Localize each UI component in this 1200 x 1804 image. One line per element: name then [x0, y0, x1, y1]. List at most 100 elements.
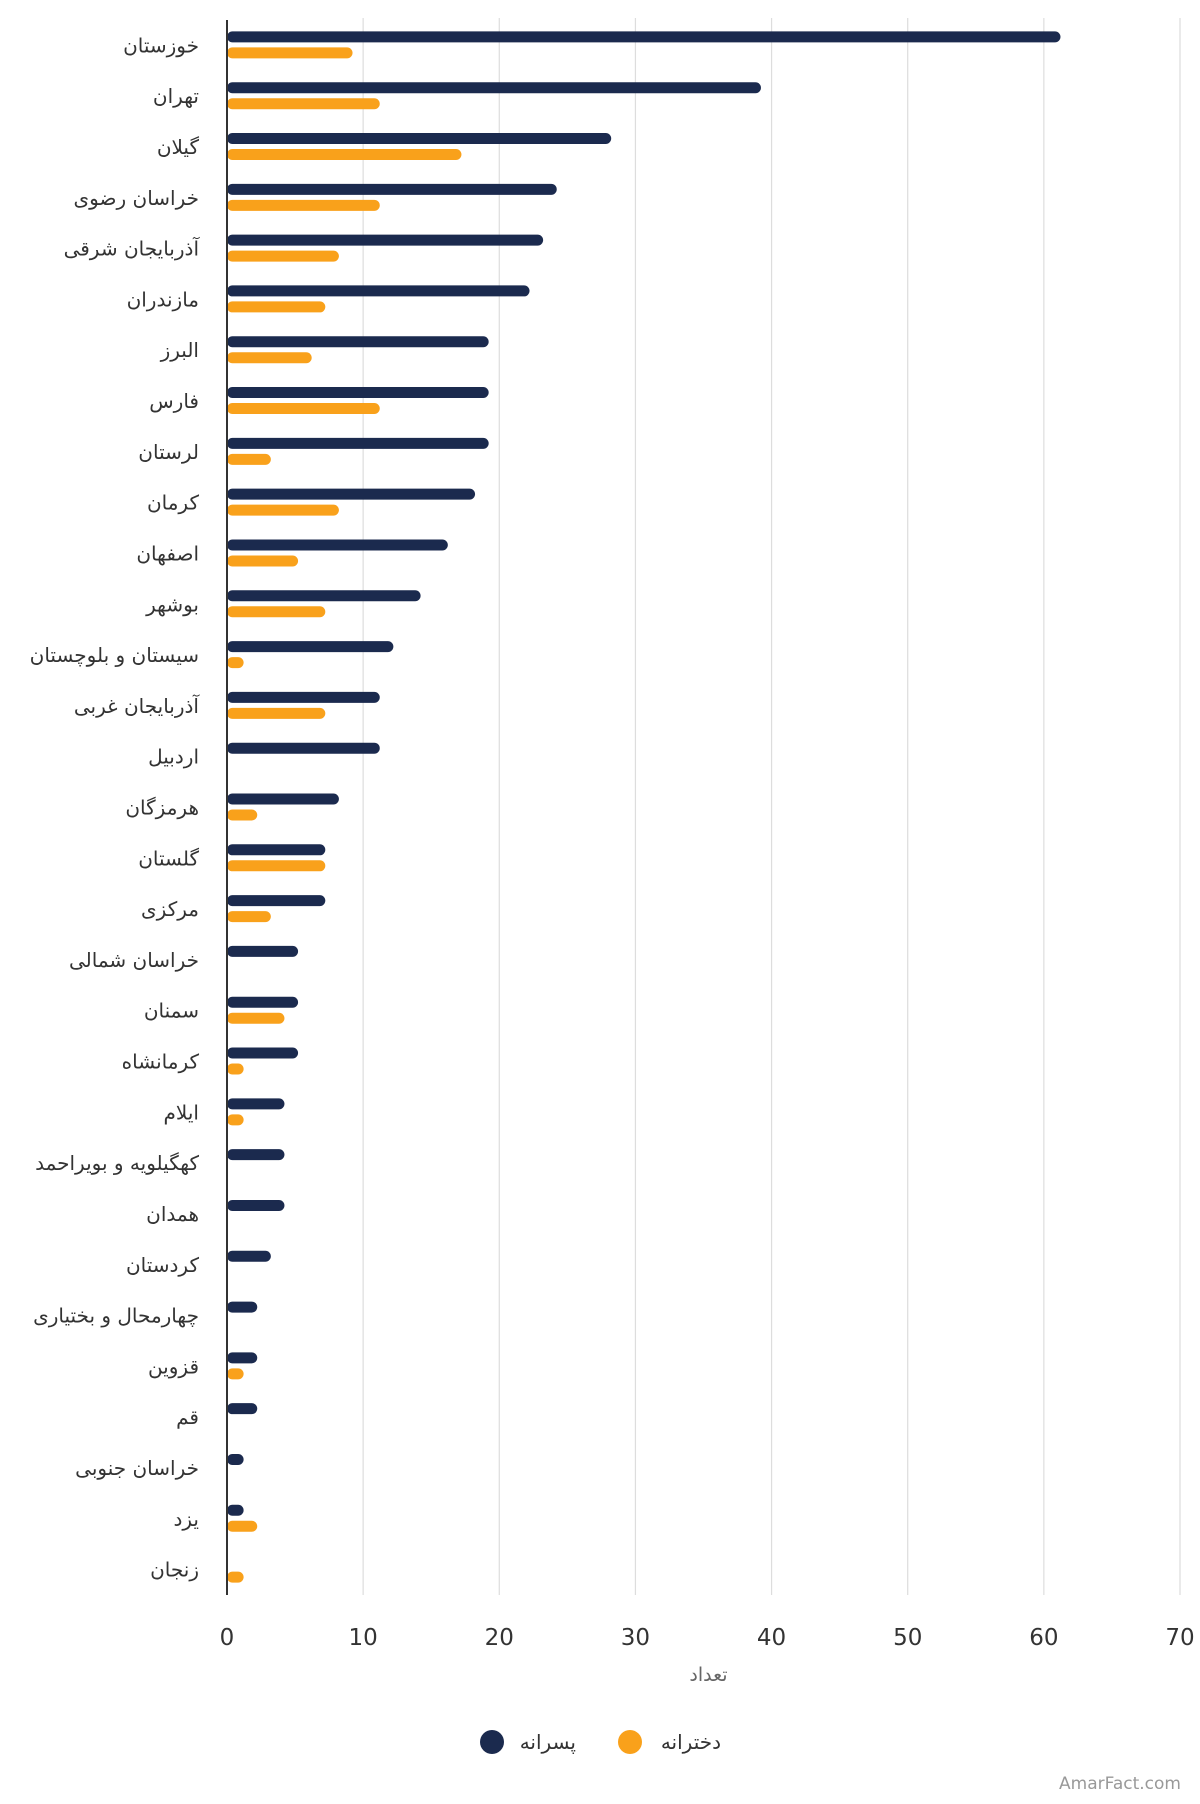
- x-tick-label: 40: [757, 1625, 786, 1651]
- category-label: چهارمحال و بختیاری: [33, 1304, 199, 1328]
- bars: [227, 31, 1061, 1583]
- bar-boys[interactable]: [227, 945, 299, 957]
- bar-boys[interactable]: [227, 1504, 244, 1516]
- category-label: آذربایجان شرقی: [64, 236, 201, 261]
- category-label: قزوین: [148, 1354, 199, 1378]
- legend-dot-boys: [480, 1730, 504, 1754]
- x-tick-label: 70: [1165, 1625, 1194, 1651]
- legend[interactable]: پسرانه دخترانه: [480, 1730, 721, 1755]
- category-label: همدان: [146, 1202, 199, 1226]
- bar-boys[interactable]: [227, 691, 380, 703]
- bar-boys[interactable]: [227, 1301, 258, 1313]
- category-label: مرکزی: [141, 897, 199, 921]
- bar-girls[interactable]: [227, 1571, 244, 1583]
- x-axis-title: تعداد: [689, 1664, 727, 1686]
- bar-boys[interactable]: [227, 742, 380, 754]
- bar-girls[interactable]: [227, 657, 244, 669]
- category-label: لرستان: [138, 440, 199, 464]
- category-label: اصفهان: [136, 541, 199, 565]
- category-label: خراسان جنوبی: [75, 1456, 199, 1480]
- bar-boys[interactable]: [227, 133, 612, 145]
- grid-lines: [362, 18, 1181, 1595]
- bar-boys[interactable]: [227, 1098, 285, 1110]
- bar-boys[interactable]: [227, 183, 557, 195]
- bar-girls[interactable]: [227, 1012, 285, 1024]
- bar-boys[interactable]: [227, 31, 1061, 43]
- bar-girls[interactable]: [227, 352, 312, 364]
- bar-boys[interactable]: [227, 895, 326, 907]
- x-axis-ticks: 0 10 20 30 40 50 60 70: [220, 1625, 1195, 1651]
- bar-girls[interactable]: [227, 504, 339, 516]
- bar-girls[interactable]: [227, 911, 271, 923]
- bar-boys[interactable]: [227, 1403, 258, 1415]
- bar-girls[interactable]: [227, 98, 380, 110]
- x-tick-label: 20: [485, 1625, 514, 1651]
- bar-girls[interactable]: [227, 1520, 258, 1532]
- bar-boys[interactable]: [227, 590, 421, 602]
- bar-girls[interactable]: [227, 860, 326, 872]
- bar-boys[interactable]: [227, 539, 448, 551]
- x-tick-label: 50: [893, 1625, 922, 1651]
- bar-boys[interactable]: [227, 488, 476, 500]
- category-label: گلستان: [138, 846, 199, 870]
- category-label: کردستان: [126, 1253, 200, 1277]
- bar-boys[interactable]: [227, 1047, 299, 1059]
- category-label: کهگیلویه و بویراحمد: [35, 1151, 199, 1175]
- bar-boys[interactable]: [227, 793, 339, 805]
- category-label: خوزستان: [123, 33, 199, 57]
- bar-girls[interactable]: [227, 1368, 244, 1380]
- category-label: یزد: [173, 1507, 199, 1531]
- category-label: هرمزگان: [125, 796, 199, 820]
- x-tick-label: 10: [349, 1625, 378, 1651]
- legend-label-girls: دخترانه: [661, 1730, 721, 1754]
- bar-boys[interactable]: [227, 1453, 244, 1465]
- bar-girls[interactable]: [227, 707, 326, 719]
- category-label: تهران: [153, 84, 199, 108]
- category-labels: خوزستان تهران گیلان خراسان رضوی آذربایجان شر…: [30, 33, 201, 1581]
- category-label: سمنان: [144, 999, 199, 1023]
- bar-boys[interactable]: [227, 234, 544, 246]
- category-label: فارس: [149, 389, 199, 413]
- credit-text[interactable]: AmarFact.com: [1059, 1774, 1181, 1794]
- bar-girls[interactable]: [227, 1114, 244, 1126]
- bar-girls[interactable]: [227, 47, 353, 59]
- bar-girls[interactable]: [227, 1063, 244, 1075]
- bar-girls[interactable]: [227, 250, 339, 262]
- bar-girls[interactable]: [227, 606, 326, 618]
- x-tick-label: 0: [220, 1625, 235, 1651]
- category-label: قم: [176, 1405, 199, 1429]
- bar-boys[interactable]: [227, 1199, 285, 1211]
- category-label: آذربایجان غربی: [74, 693, 201, 718]
- category-label: گیلان: [157, 135, 200, 159]
- category-label: بوشهر: [145, 592, 199, 616]
- category-label: ایلام: [164, 1100, 199, 1124]
- x-tick-label: 60: [1029, 1625, 1058, 1651]
- category-label: مازندران: [127, 287, 199, 311]
- bar-girls[interactable]: [227, 301, 326, 313]
- bar-boys[interactable]: [227, 285, 530, 297]
- category-label: کرمانشاه: [122, 1050, 200, 1074]
- bar-girls[interactable]: [227, 453, 271, 465]
- bar-boys[interactable]: [227, 336, 489, 348]
- bar-boys[interactable]: [227, 996, 299, 1008]
- legend-item-girls[interactable]: دخترانه: [618, 1730, 721, 1754]
- bar-boys[interactable]: [227, 82, 761, 94]
- bar-girls[interactable]: [227, 149, 462, 161]
- bar-boys[interactable]: [227, 1149, 285, 1161]
- bar-boys[interactable]: [227, 641, 394, 653]
- category-label: خراسان رضوی: [74, 186, 199, 210]
- bar-girls[interactable]: [227, 555, 299, 567]
- x-tick-label: 30: [621, 1625, 650, 1651]
- legend-label-boys: پسرانه: [520, 1730, 576, 1755]
- legend-item-boys[interactable]: پسرانه: [480, 1730, 576, 1755]
- bar-girls[interactable]: [227, 403, 380, 415]
- legend-dot-girls: [618, 1730, 642, 1754]
- category-label: زنجان: [150, 1558, 199, 1582]
- bar-boys[interactable]: [227, 1352, 258, 1364]
- bar-boys[interactable]: [227, 437, 489, 449]
- bar-boys[interactable]: [227, 1250, 271, 1262]
- bar-boys[interactable]: [227, 844, 326, 856]
- bar-girls[interactable]: [227, 199, 380, 211]
- bar-girls[interactable]: [227, 809, 258, 821]
- bar-boys[interactable]: [227, 387, 489, 399]
